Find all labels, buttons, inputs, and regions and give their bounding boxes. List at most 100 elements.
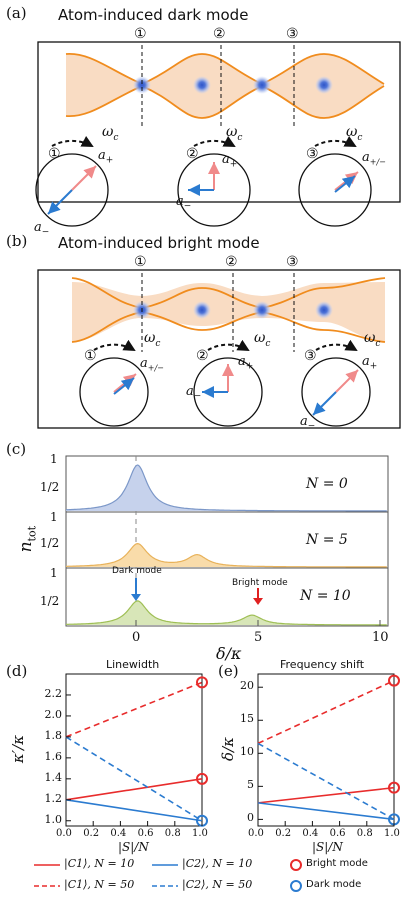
xtick-c-5: 5: [254, 630, 263, 645]
panel-d-marker-0-0: [196, 772, 208, 785]
circle-num-b2: ②: [196, 348, 209, 364]
circle-num-b3: ③: [304, 348, 317, 364]
panel-d-xtick-label: 0.0: [56, 828, 72, 839]
atom-3: [253, 76, 271, 94]
a-minus-label-a1: a−: [34, 220, 50, 238]
xtick-c-0: 0: [132, 630, 141, 645]
omega-label-a1: ωc: [102, 124, 119, 143]
panel-e-title: Frequency shift: [280, 658, 365, 671]
position-marker-b2: ②: [225, 254, 238, 270]
spectrum-line-1: [66, 542, 387, 568]
a-minus-label-b2: a−: [186, 384, 202, 402]
panel-e-ytick-label: 0: [247, 811, 254, 825]
dark-mode-annotation: Dark mode: [112, 566, 162, 576]
panel-d-ytick-label: 1.2: [44, 791, 63, 805]
atom-b4: [315, 301, 333, 319]
panel-e-xtick-label: 0.8: [356, 828, 373, 839]
phasor-circle-a1: [35, 135, 109, 227]
position-marker-b3: ③: [286, 254, 299, 270]
position-marker-a2: ②: [213, 26, 226, 42]
omega-label-b2: ωc: [254, 330, 271, 349]
panel-c-xticks: [135, 620, 381, 626]
panel-e-axes: [257, 673, 395, 827]
panel-c-ylabel: ntot: [16, 525, 39, 553]
a-minus-label-a2: a−: [176, 194, 192, 212]
spectrum-line-2: [66, 600, 387, 626]
panel-d-series-1: [65, 681, 203, 738]
panel-d-xtick-label: 0.8: [164, 828, 181, 839]
ytick-c1-1: 1: [50, 452, 58, 466]
spectrum-line-0: [65, 464, 387, 512]
panel-d-series-2: [65, 799, 203, 822]
circle-num-a1: ①: [48, 146, 61, 162]
omega-label-a3: ωc: [346, 124, 363, 143]
row-label-n5: N = 5: [306, 532, 348, 548]
panel-d-ytick-label: 1.0: [44, 812, 63, 826]
phasor-circle-a3: [298, 135, 372, 227]
position-marker-a3: ③: [286, 26, 299, 42]
phasor-circle-b3: [301, 339, 371, 427]
spectrum-fill-2: [66, 600, 388, 625]
panel-c-spectra: [65, 464, 388, 626]
panel-c-arrows: [131, 578, 263, 605]
circle-num-b1: ①: [84, 348, 97, 364]
panel-d-series-3: [65, 736, 203, 822]
panel-e-label: (e): [218, 662, 239, 680]
panel-e-marker-0-1: [388, 674, 400, 687]
spectrum-fill-0: [66, 465, 388, 511]
legend-c1-n10: |C1⟩, N = 10: [64, 857, 135, 870]
panel-d-lines: [65, 676, 208, 827]
a-plus-label-b2: a+: [238, 354, 254, 372]
panel-d-ytick-label: 2.2: [44, 686, 63, 700]
row-label-n10: N = 10: [300, 588, 351, 604]
panel-e-xtick-label: 0.2: [275, 828, 292, 839]
panel-d-label: (d): [6, 662, 28, 680]
circle-num-a3: ③: [306, 146, 319, 162]
a-plus-label-b3: a+: [362, 354, 378, 372]
spectrum-fill-1: [66, 543, 388, 567]
xtick-c-10: 10: [372, 630, 389, 645]
a-plus-label-a2: a+: [222, 152, 238, 170]
omega-label-a2: ωc: [226, 124, 243, 143]
position-marker-a1: ①: [134, 26, 147, 42]
legend-c2-n10: |C2⟩, N = 10: [182, 857, 253, 870]
panel-e-xtick-label: 1.0: [384, 828, 400, 839]
panel-c-label: (c): [6, 440, 27, 458]
phasor-circle-b2: [193, 339, 263, 427]
ytick-c3-half: 1/2: [40, 594, 60, 608]
panel-e-xlabel: |S|/N: [312, 840, 343, 854]
panel-d-title: Linewidth: [106, 658, 160, 671]
a-minus-label-b3: a−: [300, 414, 316, 432]
panel-e-series-0: [257, 786, 395, 804]
panel-d-xtick-label: 1.0: [192, 828, 208, 839]
panel-b-title: Atom-induced bright mode: [58, 234, 260, 252]
atom-2: [193, 76, 211, 94]
panel-a-title: Atom-induced dark mode: [58, 6, 249, 24]
ytick-c2-1: 1: [50, 510, 58, 524]
atom-b3: [253, 301, 271, 319]
panel-a-frame: [37, 41, 401, 203]
panel-d-ytick-label: 2.0: [44, 707, 63, 721]
legend: [34, 859, 302, 892]
a-pm-label-a3: a+/−: [362, 150, 386, 167]
panel-e-series-1: [257, 679, 395, 745]
panel-b-label: (b): [6, 232, 28, 250]
legend-bright-mode: Bright mode: [306, 858, 368, 869]
panel-d-axes: [65, 673, 203, 827]
panel-e-xtick-label: 0.4: [302, 828, 319, 839]
atom-b2: [193, 301, 211, 319]
panel-d-xtick-label: 0.2: [83, 828, 100, 839]
legend-c1-n50: |C1⟩, N = 50: [64, 878, 135, 891]
panel-e-lines: [257, 674, 400, 826]
omega-label-b1: ωc: [144, 330, 161, 349]
bright-mode-annotation: Bright mode: [232, 578, 288, 588]
ytick-c3-1: 1: [50, 566, 58, 580]
legend-c2-n50: |C2⟩, N = 50: [182, 878, 253, 891]
ytick-c1-half: 1/2: [40, 480, 60, 494]
omega-label-b3: ωc: [364, 330, 381, 349]
ytick-c2-half: 1/2: [40, 536, 60, 550]
panel-d-xtick-label: 0.6: [137, 828, 154, 839]
panel-d-ytick-label: 1.8: [44, 728, 63, 742]
a-pm-label-b1: a+/−: [140, 356, 164, 373]
panel-d-xlabel: |S|/N: [118, 840, 149, 854]
